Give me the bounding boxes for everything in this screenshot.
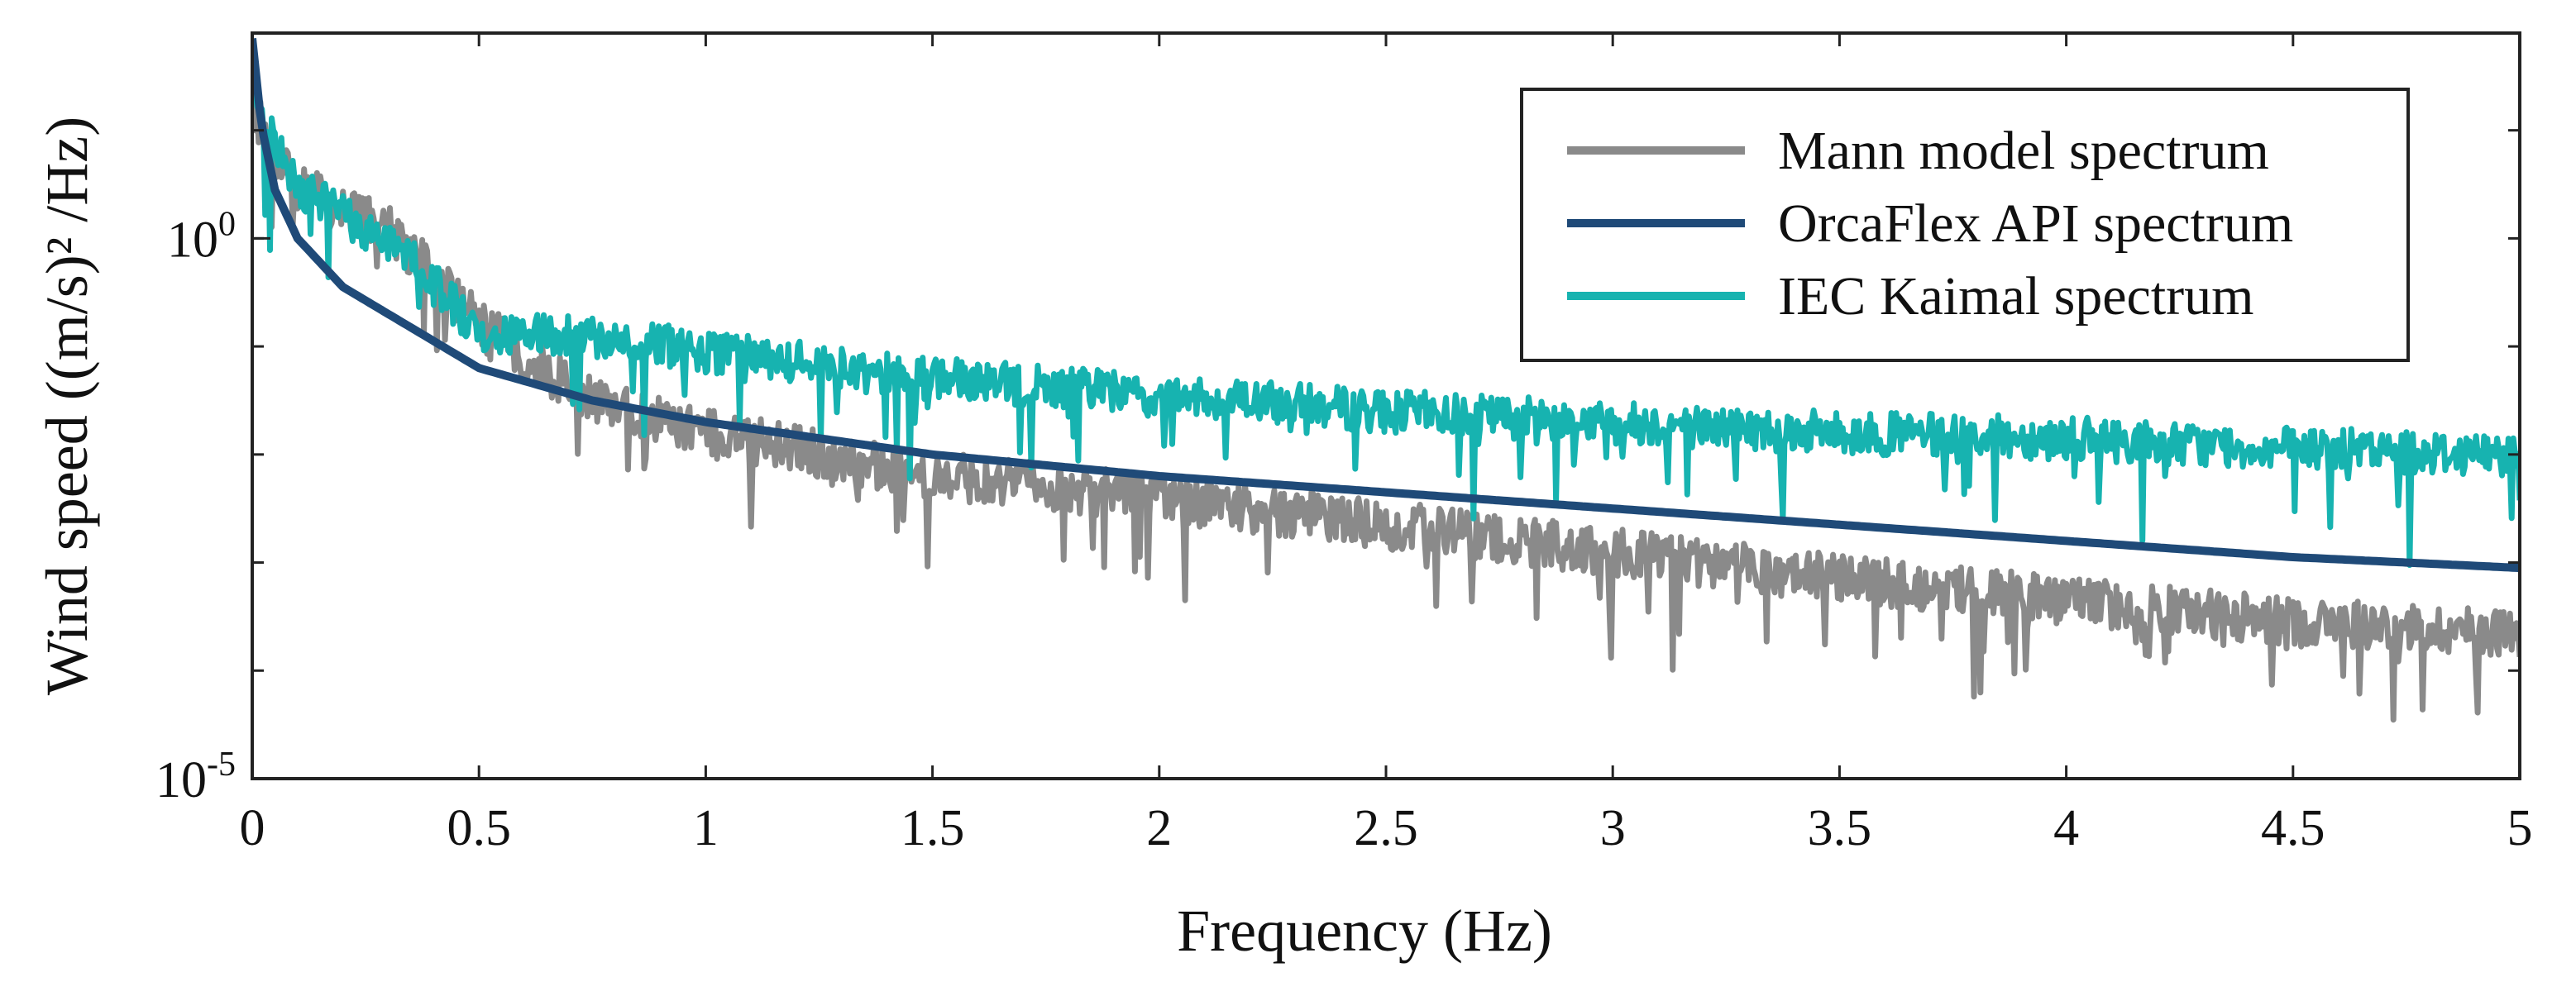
series-line-iec-kaimal-spectrum xyxy=(252,83,2520,569)
y-tick-exponent: -5 xyxy=(207,746,236,784)
legend-label: Mann model spectrum xyxy=(1778,121,2269,181)
x-tick-label: 3 xyxy=(1600,800,1626,856)
x-tick-label: 0.5 xyxy=(447,800,511,856)
x-tick-label: 3.5 xyxy=(1808,800,1872,856)
legend-label: OrcaFlex API spectrum xyxy=(1778,193,2293,254)
legend: Mann model spectrum OrcaFlex API spectrum… xyxy=(1520,88,2410,362)
series-line-orcaflex-api-spectrum xyxy=(252,37,2520,573)
series-line-mann-model-spectrum xyxy=(252,98,2520,723)
y-tick-base: 10 xyxy=(167,212,218,268)
x-tick-label: 2 xyxy=(1146,800,1172,856)
x-axis: 0 0.5 1 1.5 2 2.5 3 3.5 4 4.5 5 xyxy=(240,33,2533,856)
x-tick-label: 1 xyxy=(693,800,719,856)
y-tick-label: 100 xyxy=(167,205,236,268)
x-axis-label: Frequency (Hz) xyxy=(1177,898,1552,964)
legend-label: IEC Kaimal spectrum xyxy=(1778,266,2254,327)
x-tick-label: 2.5 xyxy=(1354,800,1418,856)
x-tick-label: 1.5 xyxy=(901,800,965,856)
y-tick-base: 10 xyxy=(155,752,207,808)
x-tick-label: 4 xyxy=(2053,800,2079,856)
x-tick-label: 0 xyxy=(240,800,265,856)
y-tick-exponent: 0 xyxy=(218,205,236,243)
y-tick-label: 10-5 xyxy=(155,746,236,808)
y-axis-label: Wind speed ((m/s)² /Hz) xyxy=(34,117,100,696)
x-tick-label: 4.5 xyxy=(2261,800,2325,856)
series-layer xyxy=(252,37,2520,723)
x-tick-label: 5 xyxy=(2507,800,2533,856)
